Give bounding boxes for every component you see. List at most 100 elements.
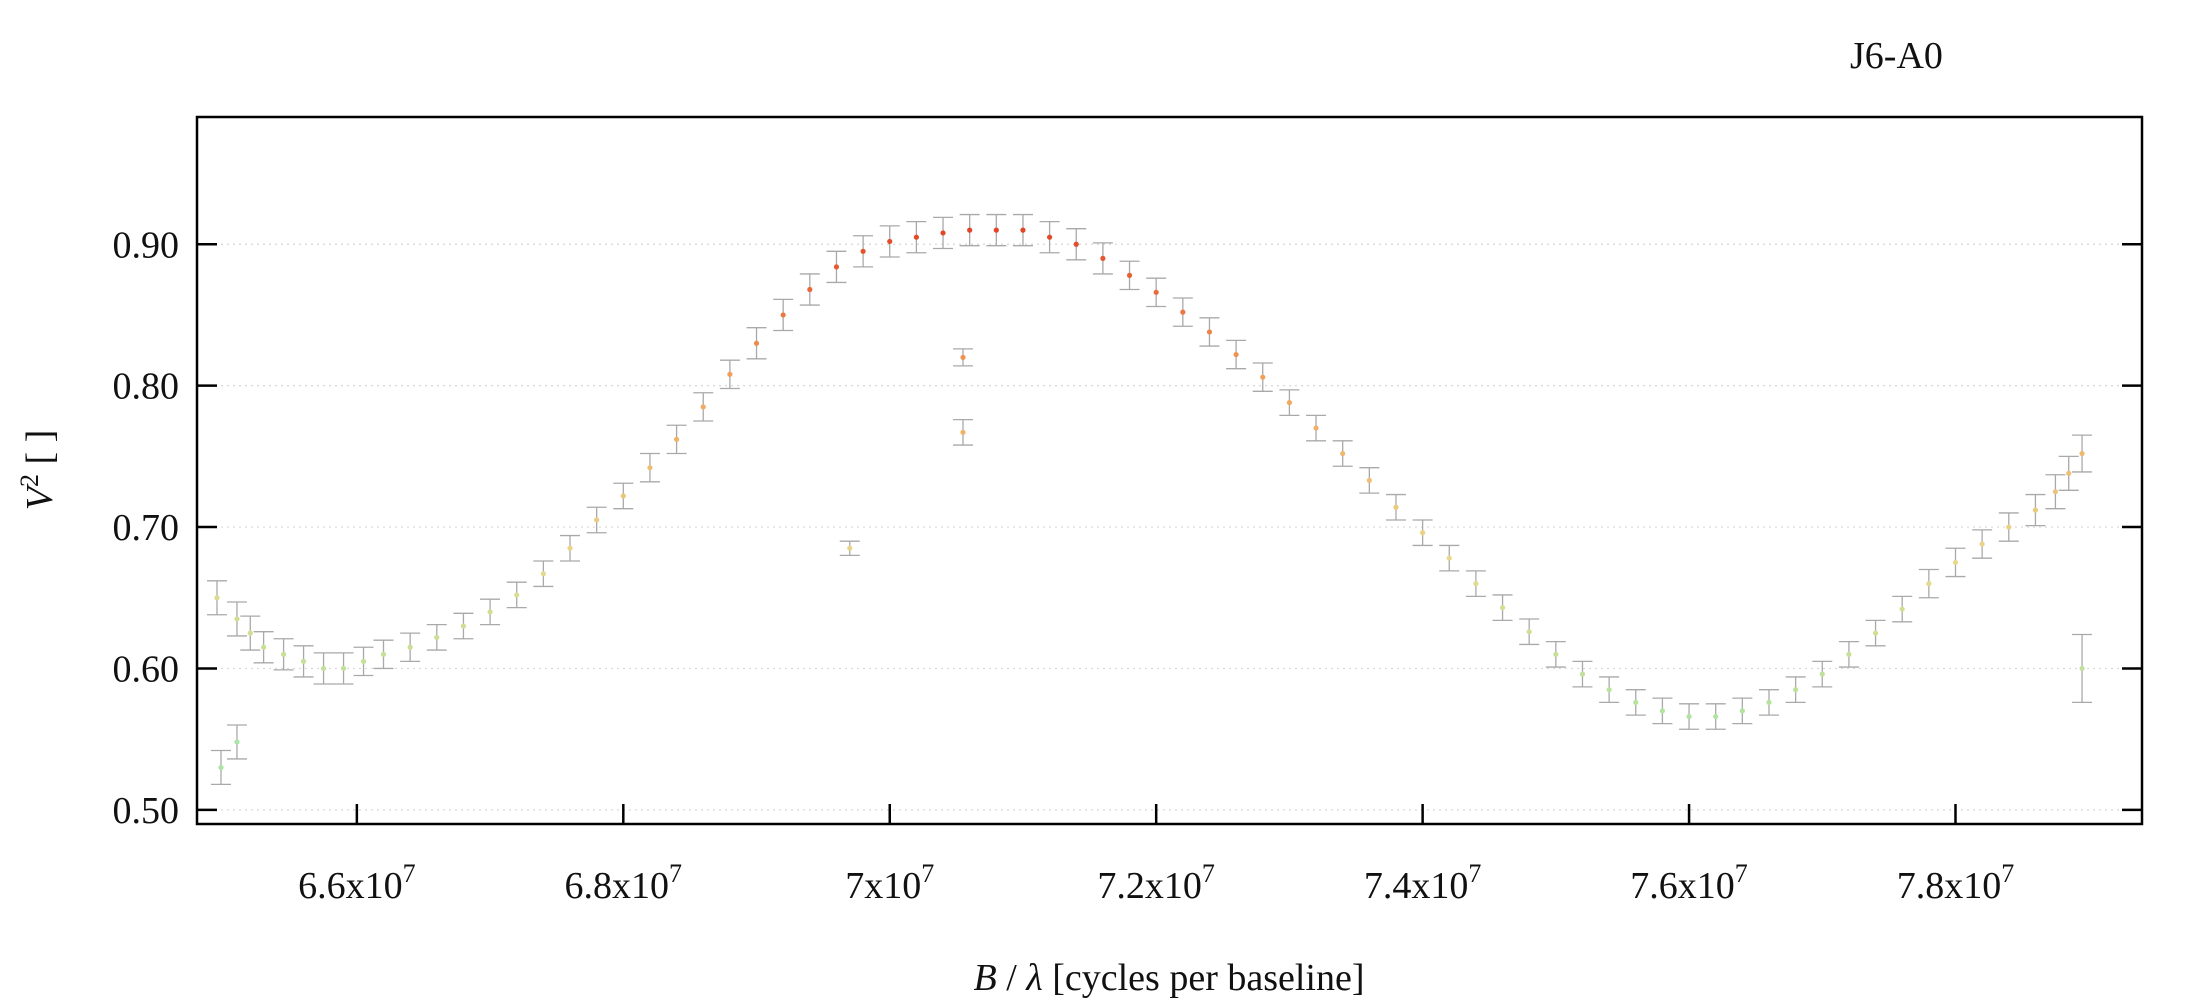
data-point xyxy=(1526,629,1532,635)
x-axis-title-sep: / xyxy=(997,957,1027,999)
x-axis-title-symbol: λ xyxy=(1025,957,1042,999)
data-point xyxy=(807,286,813,293)
data-point xyxy=(407,644,413,650)
data-point xyxy=(1926,581,1932,587)
error-bars xyxy=(206,213,2093,786)
data-point xyxy=(1393,504,1399,510)
data-point xyxy=(218,764,224,771)
y-tick-label: 0.60 xyxy=(113,648,180,690)
y-tick-label: 0.90 xyxy=(113,224,180,266)
data-point xyxy=(214,595,220,601)
data-point xyxy=(360,658,367,664)
data-point xyxy=(2052,489,2059,495)
x-tick-label: 7.8x107 xyxy=(1897,859,2015,907)
x-tick-label: 7.4x107 xyxy=(1364,859,1482,907)
data-point xyxy=(1579,671,1586,677)
data-point xyxy=(1713,713,1719,720)
data-point xyxy=(2006,524,2012,530)
data-point xyxy=(700,404,706,410)
data-point xyxy=(1899,606,1905,612)
data-point xyxy=(1686,713,1692,720)
data-point xyxy=(1553,651,1559,657)
data-point xyxy=(2079,450,2085,457)
data-point xyxy=(487,609,493,615)
x-axis-title-var: B xyxy=(973,957,996,999)
data-point xyxy=(1819,671,1825,677)
data-point xyxy=(1073,241,1079,247)
data-point xyxy=(320,665,327,672)
data-point xyxy=(567,545,573,551)
data-point xyxy=(1047,234,1053,240)
data-point xyxy=(1206,329,1213,335)
data-point xyxy=(1180,309,1186,315)
x-axis-title-unit: [cycles per baseline] xyxy=(1043,957,1365,999)
x-tick-label: 6.6x107 xyxy=(298,859,416,907)
data-point xyxy=(1473,581,1479,587)
data-point xyxy=(280,651,287,657)
data-point xyxy=(2032,507,2039,513)
chart-title: J6-A0 xyxy=(1850,35,1943,77)
data-point xyxy=(1606,687,1612,693)
data-point xyxy=(460,623,467,629)
data-point xyxy=(960,354,966,360)
plot-frame xyxy=(195,115,2144,826)
data-point xyxy=(234,739,240,745)
data-point xyxy=(673,436,680,442)
data-point xyxy=(340,665,347,672)
y-axis-title: V2 [ ] xyxy=(15,430,61,511)
data-point xyxy=(2079,665,2085,672)
data-point xyxy=(434,634,440,640)
y-tick-label: 0.50 xyxy=(113,790,180,832)
data-point xyxy=(514,592,520,598)
data-point xyxy=(300,658,307,664)
y-tick-labels: 0.50 0.60 0.70 0.80 0.90 xyxy=(113,224,180,832)
x-tick-label: 7.6x107 xyxy=(1630,859,1748,907)
data-point xyxy=(847,545,853,551)
data-point xyxy=(1233,351,1239,358)
data-point xyxy=(993,227,999,233)
data-point xyxy=(1260,374,1266,380)
grid xyxy=(197,243,2142,811)
data-point xyxy=(940,230,946,236)
data-point xyxy=(913,234,919,240)
data-point xyxy=(247,630,253,636)
data-point xyxy=(647,465,653,471)
x-axis-title: B / λ [cycles per baseline] xyxy=(973,957,1364,999)
data-point xyxy=(1739,708,1745,714)
data-point xyxy=(2066,470,2072,476)
data-point xyxy=(1446,555,1452,561)
data-point xyxy=(833,264,840,270)
data-point xyxy=(1659,708,1666,714)
x-tick-labels: 6.6x107 6.8x107 7x107 7.2x107 7.4x107 7.6x107… xyxy=(298,859,2014,907)
data-points xyxy=(214,227,2085,771)
data-point xyxy=(1952,559,1959,566)
y-axis-title-sup: 2 xyxy=(15,474,44,487)
data-point xyxy=(1633,699,1639,705)
y-tick-label: 0.70 xyxy=(113,507,180,549)
data-point xyxy=(234,616,240,622)
x-tick-label: 7x107 xyxy=(845,859,934,907)
y-tick-label: 0.80 xyxy=(113,366,180,408)
x-tick-label: 6.8x107 xyxy=(565,859,683,907)
data-point xyxy=(1286,400,1292,406)
data-point xyxy=(620,493,626,499)
data-point xyxy=(1366,477,1372,483)
data-point xyxy=(594,517,600,523)
data-point xyxy=(1340,450,1346,457)
data-point xyxy=(540,571,546,577)
data-point xyxy=(1793,687,1799,693)
x-tick-label: 7.2x107 xyxy=(1097,859,1215,907)
data-point xyxy=(753,340,760,346)
data-point xyxy=(967,227,973,233)
data-point xyxy=(780,312,786,318)
data-point xyxy=(261,644,267,650)
data-point xyxy=(1020,227,1026,233)
y-axis-title-var: V xyxy=(19,483,61,510)
data-point xyxy=(1100,255,1106,261)
data-point xyxy=(1420,530,1426,536)
data-point xyxy=(887,238,893,245)
data-point xyxy=(1499,605,1506,611)
data-point xyxy=(860,248,866,254)
data-point xyxy=(1979,541,1985,547)
y-axis-title-unit: [ ] xyxy=(19,430,61,474)
